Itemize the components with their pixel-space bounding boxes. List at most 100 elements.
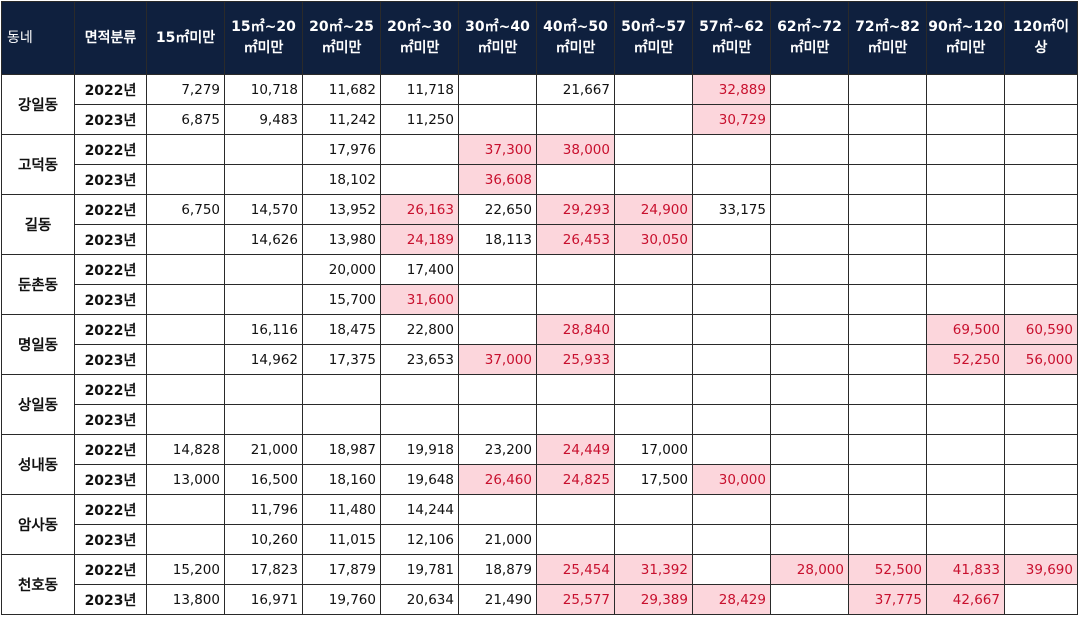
value-cell bbox=[614, 164, 693, 195]
value-cell bbox=[926, 164, 1005, 195]
value-cell: 14,244 bbox=[380, 494, 459, 525]
value-cell bbox=[146, 134, 225, 165]
highlighted-value-cell: 24,900 bbox=[614, 194, 693, 225]
dong-name-cell: 성내동 bbox=[1, 434, 75, 495]
value-cell bbox=[536, 284, 615, 315]
value-cell bbox=[926, 194, 1005, 225]
column-header-size-11: 90㎡~120 ㎡미만 bbox=[926, 1, 1005, 75]
highlighted-value-cell: 30,729 bbox=[692, 104, 771, 135]
value-cell bbox=[848, 224, 927, 255]
highlighted-value-cell: 29,389 bbox=[614, 584, 693, 615]
value-cell bbox=[692, 434, 771, 465]
value-cell bbox=[458, 74, 537, 105]
value-cell bbox=[770, 494, 849, 525]
value-cell: 11,250 bbox=[380, 104, 459, 135]
table-row: 2023년 13,800 16,971 19,760 20,634 21,490 25,57… bbox=[2, 584, 1078, 615]
value-cell bbox=[380, 164, 459, 195]
value-cell bbox=[770, 584, 849, 615]
table-row: 2023년 14,962 17,375 23,653 37,000 25,933 52,25… bbox=[2, 344, 1078, 375]
value-cell bbox=[614, 374, 693, 405]
table-row: 2023년 14,626 13,980 24,189 18,113 26,453 30,05… bbox=[2, 224, 1078, 255]
value-cell bbox=[536, 104, 615, 135]
column-header-size-5: 30㎡~40 ㎡미만 bbox=[458, 1, 537, 75]
table-row: 천호동 2022년 15,200 17,823 17,879 19,781 18,879 25… bbox=[1, 554, 1078, 615]
column-header-size-3: 20㎡~25 ㎡미만 bbox=[302, 1, 381, 75]
value-cell: 21,000 bbox=[224, 434, 303, 465]
highlighted-value-cell: 24,449 bbox=[536, 434, 615, 465]
value-cell bbox=[848, 104, 927, 135]
value-cell bbox=[146, 494, 225, 525]
highlighted-value-cell: 42,667 bbox=[926, 584, 1005, 615]
value-cell bbox=[224, 284, 303, 315]
highlighted-value-cell: 37,000 bbox=[458, 344, 537, 375]
value-cell bbox=[458, 374, 537, 405]
value-cell: 14,626 bbox=[224, 224, 303, 255]
value-cell bbox=[770, 404, 849, 435]
highlighted-value-cell: 52,500 bbox=[848, 554, 927, 585]
value-cell bbox=[146, 374, 225, 405]
header-row: 동네 면적분류 15㎡미만 15㎡~20 ㎡미만 20㎡~25 ㎡미만 20㎡~30 ㎡미… bbox=[1, 1, 1078, 75]
year-cell: 2023년 bbox=[74, 524, 147, 555]
column-header-size-1: 15㎡미만 bbox=[146, 1, 225, 75]
table-row: 2023년 10,260 11,015 12,106 21,000 bbox=[2, 524, 1078, 555]
dong-name-cell: 암사동 bbox=[1, 494, 75, 555]
value-cell bbox=[848, 194, 927, 225]
value-cell bbox=[380, 134, 459, 165]
value-cell bbox=[692, 254, 771, 285]
value-cell: 13,980 bbox=[302, 224, 381, 255]
value-cell bbox=[770, 134, 849, 165]
value-cell: 23,653 bbox=[380, 344, 459, 375]
value-cell: 20,000 bbox=[302, 254, 381, 285]
value-cell: 10,718 bbox=[224, 74, 303, 105]
value-cell bbox=[770, 104, 849, 135]
value-cell bbox=[770, 344, 849, 375]
table-row: 명일동 2022년 16,116 18,475 22,800 28,840 69,500 60… bbox=[1, 314, 1078, 375]
value-cell bbox=[146, 344, 225, 375]
value-cell bbox=[1004, 434, 1078, 465]
value-cell bbox=[614, 494, 693, 525]
value-cell bbox=[458, 404, 537, 435]
column-header-area-class: 면적분류 bbox=[74, 1, 147, 75]
value-cell bbox=[1004, 464, 1078, 495]
value-cell bbox=[770, 464, 849, 495]
highlighted-value-cell: 24,189 bbox=[380, 224, 459, 255]
value-cell bbox=[848, 74, 927, 105]
value-cell bbox=[926, 104, 1005, 135]
highlighted-value-cell: 36,608 bbox=[458, 164, 537, 195]
value-cell: 19,781 bbox=[380, 554, 459, 585]
value-cell: 17,500 bbox=[614, 464, 693, 495]
highlighted-value-cell: 25,933 bbox=[536, 344, 615, 375]
highlighted-value-cell: 37,300 bbox=[458, 134, 537, 165]
column-header-size-7: 50㎡~57 ㎡미만 bbox=[614, 1, 693, 75]
value-cell bbox=[848, 494, 927, 525]
value-cell: 22,650 bbox=[458, 194, 537, 225]
value-cell bbox=[614, 344, 693, 375]
value-cell bbox=[536, 164, 615, 195]
value-cell bbox=[1004, 284, 1078, 315]
column-header-size-8: 57㎡~62 ㎡미만 bbox=[692, 1, 771, 75]
table-row: 2023년 13,000 16,500 18,160 19,648 26,460 24,82… bbox=[2, 464, 1078, 495]
column-header-size-6: 40㎡~50 ㎡미만 bbox=[536, 1, 615, 75]
year-cell: 2022년 bbox=[74, 374, 147, 405]
value-cell bbox=[614, 254, 693, 285]
value-cell bbox=[146, 314, 225, 345]
value-cell: 16,971 bbox=[224, 584, 303, 615]
value-cell bbox=[224, 164, 303, 195]
value-cell bbox=[536, 524, 615, 555]
highlighted-value-cell: 26,460 bbox=[458, 464, 537, 495]
table-row: 둔촌동 2022년 20,000 17,400 bbox=[1, 254, 1078, 315]
dong-name-cell: 강일동 bbox=[1, 74, 75, 135]
value-cell: 6,875 bbox=[146, 104, 225, 135]
value-cell bbox=[770, 194, 849, 225]
value-cell bbox=[458, 494, 537, 525]
value-cell: 11,796 bbox=[224, 494, 303, 525]
value-cell: 11,242 bbox=[302, 104, 381, 135]
value-cell bbox=[302, 374, 381, 405]
value-cell: 17,000 bbox=[614, 434, 693, 465]
value-cell: 19,760 bbox=[302, 584, 381, 615]
year-cell: 2023년 bbox=[74, 224, 147, 255]
highlighted-value-cell: 69,500 bbox=[926, 314, 1005, 345]
value-cell bbox=[614, 284, 693, 315]
value-cell bbox=[1004, 494, 1078, 525]
